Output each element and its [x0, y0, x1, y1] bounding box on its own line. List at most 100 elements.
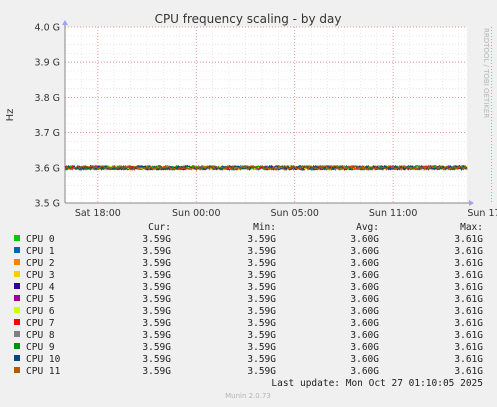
legend-max-value: 3.61G — [454, 282, 483, 293]
legend-max-value: 3.61G — [454, 330, 483, 341]
legend-avg-value: 3.60G — [350, 294, 379, 305]
legend-max-value: 3.61G — [454, 270, 483, 281]
y-tick-label: 3.8 G — [35, 93, 61, 104]
legend-min-value: 3.59G — [247, 366, 276, 377]
legend-header-max: Max: — [460, 222, 483, 233]
legend-swatch — [14, 259, 20, 265]
legend-avg-value: 3.60G — [350, 366, 379, 377]
x-tick-label: Sun 05:00 — [270, 208, 318, 219]
rrdtool-credit: RRDTOOL / TOBI OETIKER — [482, 28, 490, 118]
legend-series-name: CPU 8 — [26, 330, 55, 341]
legend-max-value: 3.61G — [454, 234, 483, 245]
legend-min-value: 3.59G — [247, 318, 276, 329]
legend-max-value: 3.61G — [454, 366, 483, 377]
legend-header-min: Min: — [253, 222, 276, 233]
legend-max-value: 3.61G — [454, 306, 483, 317]
legend-swatch — [14, 247, 20, 253]
legend-cur-value: 3.59G — [142, 318, 171, 329]
x-tick-labels: Sat 18:00 Sun 00:00 Sun 05:00 Sun 11:00 Sun … — [75, 208, 497, 219]
x-tick-label: Sun 17:00 — [467, 208, 497, 219]
legend-min-value: 3.59G — [247, 246, 276, 257]
legend-swatch — [14, 295, 20, 301]
legend-cur-value: 3.59G — [142, 234, 171, 245]
last-update: Last update: Mon Oct 27 01:10:05 2025 — [271, 378, 483, 389]
legend-swatch — [14, 283, 20, 289]
legend-series-name: CPU 10 — [26, 354, 61, 365]
legend-series-name: CPU 5 — [26, 294, 55, 305]
legend-series-name: CPU 6 — [26, 306, 55, 317]
legend-header-cur: Cur: — [148, 222, 171, 233]
legend-min-value: 3.59G — [247, 270, 276, 281]
legend-avg-value: 3.60G — [350, 258, 379, 269]
y-tick-label: 3.6 G — [35, 163, 61, 174]
legend-swatch — [14, 307, 20, 313]
y-tick-label: 3.7 G — [35, 128, 61, 139]
legend-avg-value: 3.60G — [350, 270, 379, 281]
legend-cur-value: 3.59G — [142, 342, 171, 353]
legend-avg-value: 3.60G — [350, 234, 379, 245]
legend-avg-value: 3.60G — [350, 330, 379, 341]
series-line-cpu-7 — [64, 164, 468, 171]
legend-min-value: 3.59G — [247, 330, 276, 341]
legend-avg-value: 3.60G — [350, 246, 379, 257]
y-axis-arrow — [62, 20, 68, 25]
legend-max-value: 3.61G — [454, 294, 483, 305]
legend-swatch — [14, 343, 20, 349]
legend-avg-value: 3.60G — [350, 342, 379, 353]
y-tick-label: 3.5 G — [35, 199, 61, 210]
legend-swatch — [14, 271, 20, 277]
legend-cur-value: 3.59G — [142, 246, 171, 257]
y-axis-label: Hz — [5, 109, 16, 122]
y-tick-label: 4.0 G — [35, 23, 61, 34]
x-tick-label: Sun 00:00 — [172, 208, 220, 219]
legend-series-name: CPU 0 — [26, 234, 55, 245]
legend-max-value: 3.61G — [454, 246, 483, 257]
legend-series-name: CPU 1 — [26, 246, 55, 257]
legend-swatch — [14, 367, 20, 373]
legend-cur-value: 3.59G — [142, 366, 171, 377]
y-tick-label: 3.9 G — [35, 58, 61, 69]
x-tick-label: Sun 11:00 — [369, 208, 417, 219]
chart-title: CPU frequency scaling - by day — [155, 12, 342, 26]
legend-min-value: 3.59G — [247, 342, 276, 353]
y-tick-labels: 4.0 G 3.9 G 3.8 G 3.7 G 3.6 G 3.5 G — [35, 23, 61, 210]
legend-swatch — [14, 235, 20, 241]
legend-avg-value: 3.60G — [350, 282, 379, 293]
x-axis-arrow — [469, 200, 474, 206]
legend-min-value: 3.59G — [247, 258, 276, 269]
x-tick-label: Sat 18:00 — [75, 208, 121, 219]
legend-max-value: 3.61G — [454, 342, 483, 353]
legend-series-name: CPU 3 — [26, 270, 55, 281]
legend-cur-value: 3.59G — [142, 270, 171, 281]
legend-header-avg: Avg: — [356, 222, 379, 233]
legend-swatch — [14, 319, 20, 325]
legend-swatch — [14, 331, 20, 337]
series-line-cpu-11 — [64, 164, 468, 171]
legend-swatch — [14, 355, 20, 361]
legend-cur-value: 3.59G — [142, 306, 171, 317]
legend-max-value: 3.61G — [454, 354, 483, 365]
legend-series-name: CPU 9 — [26, 342, 55, 353]
legend-cur-value: 3.59G — [142, 330, 171, 341]
legend-series-name: CPU 2 — [26, 258, 55, 269]
legend-min-value: 3.59G — [247, 354, 276, 365]
legend-series-name: CPU 4 — [26, 282, 55, 293]
legend-cur-value: 3.59G — [142, 354, 171, 365]
munin-version: Munin 2.0.73 — [225, 392, 271, 400]
legend-max-value: 3.61G — [454, 258, 483, 269]
legend-min-value: 3.59G — [247, 234, 276, 245]
legend-series-name: CPU 11 — [26, 366, 61, 377]
legend-avg-value: 3.60G — [350, 306, 379, 317]
legend-cur-value: 3.59G — [142, 294, 171, 305]
legend-min-value: 3.59G — [247, 282, 276, 293]
legend-avg-value: 3.60G — [350, 318, 379, 329]
legend-avg-value: 3.60G — [350, 354, 379, 365]
series-lines — [64, 164, 468, 172]
legend-max-value: 3.61G — [454, 318, 483, 329]
legend-cur-value: 3.59G — [142, 282, 171, 293]
legend-min-value: 3.59G — [247, 294, 276, 305]
legend-min-value: 3.59G — [247, 306, 276, 317]
legend-series-name: CPU 7 — [26, 318, 55, 329]
